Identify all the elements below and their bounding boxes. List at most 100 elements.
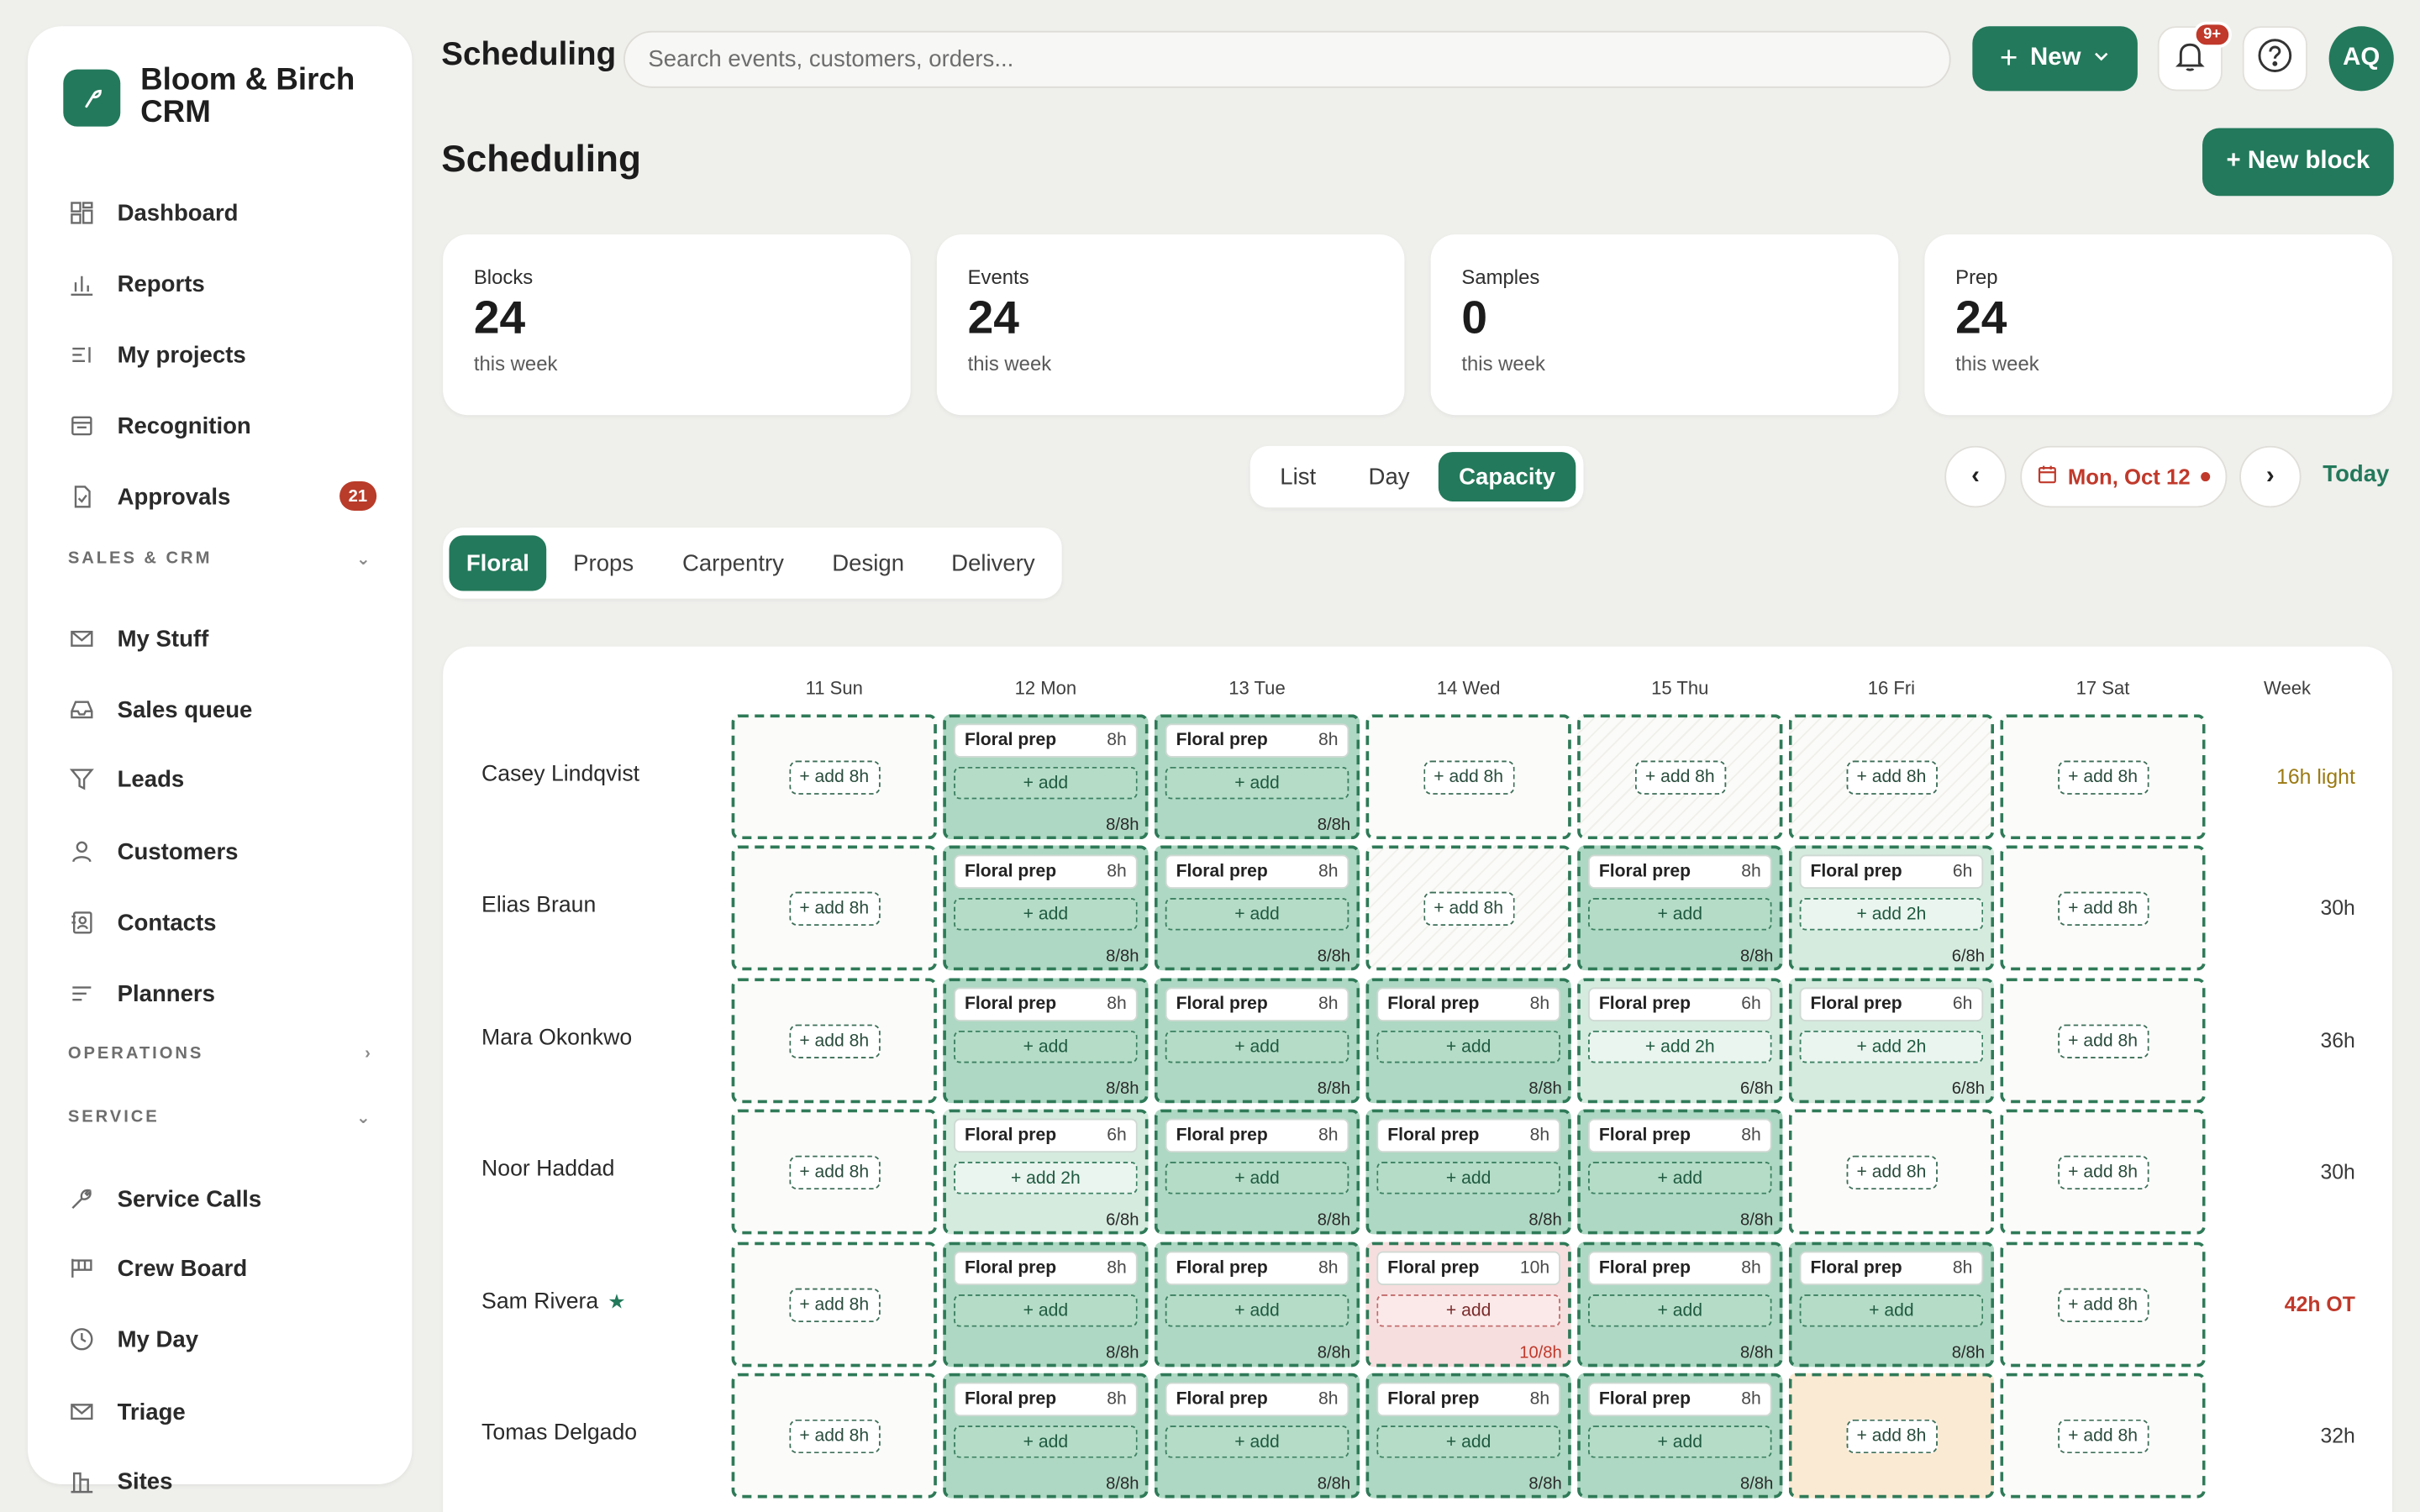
capacity-cell[interactable]: + add 8h xyxy=(2000,714,2206,840)
capacity-cell[interactable]: Floral prep 8h + add 8/8h xyxy=(1154,1109,1360,1235)
add-block-button[interactable]: + add 8h xyxy=(788,1023,881,1058)
block-chip[interactable]: Floral prep 8h xyxy=(1165,987,1349,1021)
capacity-cell[interactable]: Floral prep 8h + add 8/8h xyxy=(1154,845,1360,971)
add-block-button[interactable]: + add 8h xyxy=(788,890,881,926)
block-chip[interactable]: Floral prep 8h xyxy=(1165,1251,1349,1285)
block-chip[interactable]: Floral prep 8h xyxy=(954,1382,1138,1417)
capacity-cell[interactable]: Floral prep 8h + add 8/8h xyxy=(1577,845,1783,971)
add-hours-button[interactable]: + add xyxy=(1376,1294,1560,1327)
add-hours-button[interactable]: + add xyxy=(1165,1162,1349,1194)
capacity-cell[interactable]: Floral prep 8h + add 8/8h xyxy=(1154,1242,1360,1368)
block-chip[interactable]: Floral prep 6h xyxy=(1799,854,1984,889)
section-sales-crm[interactable]: SALES & CRM ⌄ xyxy=(68,543,371,575)
block-chip[interactable]: Floral prep 8h xyxy=(1376,1382,1560,1417)
add-hours-button[interactable]: + add xyxy=(1588,1162,1772,1194)
capacity-cell[interactable]: Floral prep 8h + add 8/8h xyxy=(1577,1109,1783,1235)
block-chip[interactable]: Floral prep 8h xyxy=(1376,1118,1560,1153)
block-chip[interactable]: Floral prep 6h xyxy=(1799,987,1984,1021)
add-block-button[interactable]: + add 8h xyxy=(1845,759,1938,794)
add-block-button[interactable]: + add 8h xyxy=(788,1287,881,1322)
capacity-cell[interactable]: + add 8h xyxy=(731,1109,937,1235)
add-hours-button[interactable]: + add 2h xyxy=(954,1162,1138,1194)
capacity-cell[interactable]: Floral prep 8h + add 8/8h xyxy=(943,714,1149,840)
help-button[interactable] xyxy=(2242,26,2307,92)
add-block-button[interactable]: + add 8h xyxy=(1845,1154,1938,1189)
add-hours-button[interactable]: + add xyxy=(1165,897,1349,931)
add-hours-button[interactable]: + add xyxy=(1376,1425,1560,1458)
capacity-cell[interactable]: + add 8h xyxy=(1788,1373,1995,1499)
add-hours-button[interactable]: + add 2h xyxy=(1799,897,1984,931)
add-hours-button[interactable]: + add xyxy=(1588,1294,1772,1327)
block-chip[interactable]: Floral prep 8h xyxy=(954,1251,1138,1285)
block-chip[interactable]: Floral prep 8h xyxy=(1588,1382,1772,1417)
add-block-button[interactable]: + add 8h xyxy=(1423,890,1514,926)
capacity-cell[interactable]: + add 8h xyxy=(731,978,937,1104)
capacity-cell[interactable]: Floral prep 8h + add 8/8h xyxy=(943,978,1149,1104)
search-input[interactable]: Search events, customers, orders... xyxy=(623,30,1951,88)
capacity-cell[interactable]: + add 8h xyxy=(731,1373,937,1499)
add-hours-button[interactable]: + add xyxy=(1165,1294,1349,1327)
prev-week-button[interactable]: ‹ xyxy=(1944,445,2007,508)
add-hours-button[interactable]: + add xyxy=(954,766,1138,800)
sidebar-item-my-day[interactable]: My Day xyxy=(68,1313,376,1365)
capacity-cell[interactable]: + add 8h xyxy=(1788,1109,1995,1235)
add-hours-button[interactable]: + add xyxy=(954,1294,1138,1327)
sidebar-item-customers[interactable]: Customers xyxy=(68,826,376,878)
block-chip[interactable]: Floral prep 8h xyxy=(1165,1118,1349,1153)
add-hours-button[interactable]: + add xyxy=(1588,897,1772,931)
add-block-button[interactable]: + add 8h xyxy=(1845,1418,1938,1453)
block-chip[interactable]: Floral prep 8h xyxy=(1588,854,1772,889)
capacity-cell[interactable]: + add 8h xyxy=(1577,714,1783,840)
sidebar-item-approvals[interactable]: Approvals 21 xyxy=(68,470,377,522)
add-block-button[interactable]: + add 8h xyxy=(788,1154,881,1189)
next-week-button[interactable]: › xyxy=(2239,445,2302,508)
capacity-cell[interactable]: Floral prep 8h + add 8/8h xyxy=(943,1373,1149,1499)
block-chip[interactable]: Floral prep 8h xyxy=(1588,1118,1772,1153)
new-button[interactable]: + New xyxy=(1972,26,2138,92)
add-hours-button[interactable]: + add xyxy=(954,1425,1138,1458)
sidebar-item-recognition[interactable]: Recognition xyxy=(68,400,376,452)
sidebar-item-crew-board[interactable]: Crew Board xyxy=(68,1242,376,1294)
capacity-cell[interactable]: Floral prep 8h + add 8/8h xyxy=(943,845,1149,971)
sidebar-item-planners[interactable]: Planners xyxy=(68,968,376,1020)
capacity-cell[interactable]: + add 8h xyxy=(2000,1242,2206,1368)
add-block-button[interactable]: + add 8h xyxy=(788,759,881,794)
add-hours-button[interactable]: + add xyxy=(1165,1425,1349,1458)
capacity-cell[interactable]: Floral prep 6h + add 2h 6/8h xyxy=(1788,978,1995,1104)
sidebar-item-my-stuff[interactable]: My Stuff xyxy=(68,612,376,664)
block-chip[interactable]: Floral prep 8h xyxy=(954,723,1138,758)
block-chip[interactable]: Floral prep 10h xyxy=(1376,1251,1560,1285)
capacity-cell[interactable]: Floral prep 6h + add 2h 6/8h xyxy=(1577,978,1783,1104)
add-block-button[interactable]: + add 8h xyxy=(2057,1154,2149,1189)
add-block-button[interactable]: + add 8h xyxy=(1634,759,1726,794)
sidebar-item-dashboard[interactable]: Dashboard xyxy=(68,186,376,239)
today-link[interactable]: Today xyxy=(2323,461,2390,488)
sidebar-item-triage[interactable]: Triage xyxy=(68,1385,376,1437)
capacity-cell[interactable]: Floral prep 8h + add 8/8h xyxy=(1154,978,1360,1104)
capacity-cell[interactable]: Floral prep 8h + add 8/8h xyxy=(1788,1242,1995,1368)
sidebar-item-reports[interactable]: Reports xyxy=(68,258,376,310)
tab-design[interactable]: Design xyxy=(832,549,905,577)
capacity-cell[interactable]: Floral prep 8h + add 8/8h xyxy=(1577,1242,1783,1368)
add-hours-button[interactable]: + add xyxy=(954,1030,1138,1063)
add-hours-button[interactable]: + add xyxy=(954,897,1138,931)
new-block-button[interactable]: + New block xyxy=(2202,128,2394,197)
capacity-cell[interactable]: + add 8h xyxy=(731,714,937,840)
capacity-cell[interactable]: + add 8h xyxy=(2000,978,2206,1104)
add-block-button[interactable]: + add 8h xyxy=(2057,1287,2149,1322)
block-chip[interactable]: Floral prep 8h xyxy=(1165,854,1349,889)
capacity-cell[interactable]: + add 8h xyxy=(1365,714,1571,840)
tab-props[interactable]: Props xyxy=(573,549,634,577)
capacity-cell[interactable]: Floral prep 8h + add 8/8h xyxy=(1154,1373,1360,1499)
capacity-cell[interactable]: + add 8h xyxy=(731,845,937,971)
sidebar-item-sales-queue[interactable]: Sales queue xyxy=(68,684,376,736)
add-hours-button[interactable]: + add xyxy=(1165,1030,1349,1063)
brand[interactable]: Bloom & Birch CRM xyxy=(63,64,371,129)
block-chip[interactable]: Floral prep 8h xyxy=(1165,723,1349,758)
view-option-list[interactable]: List xyxy=(1280,463,1317,491)
block-chip[interactable]: Floral prep 8h xyxy=(1799,1251,1984,1285)
add-hours-button[interactable]: + add xyxy=(1799,1294,1984,1327)
date-picker[interactable]: Mon, Oct 12 xyxy=(2020,445,2228,508)
add-hours-button[interactable]: + add xyxy=(1376,1030,1560,1063)
notifications-button[interactable]: 9+ xyxy=(2157,21,2232,92)
